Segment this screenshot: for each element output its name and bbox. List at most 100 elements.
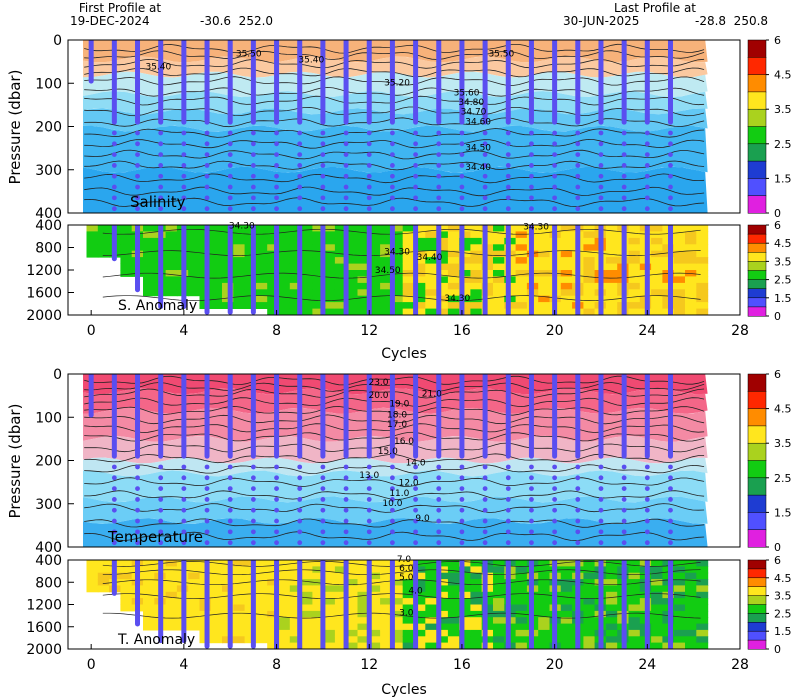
anomaly-cell bbox=[583, 295, 596, 303]
profile-point bbox=[529, 475, 534, 481]
anomaly-cell bbox=[244, 598, 257, 605]
anomaly-cell bbox=[188, 604, 201, 612]
anomaly-cell bbox=[447, 629, 460, 637]
anomaly-cell bbox=[402, 623, 415, 631]
profile-point bbox=[482, 497, 488, 502]
anomaly-cell bbox=[470, 636, 483, 644]
anomaly-cell bbox=[391, 560, 404, 567]
anomaly-cell bbox=[267, 591, 280, 599]
anomaly-cell bbox=[86, 244, 99, 252]
colorbar-swatch bbox=[747, 373, 767, 392]
anomaly-cell bbox=[628, 566, 641, 574]
anomaly-cell bbox=[165, 617, 178, 625]
anomaly-cell bbox=[312, 225, 325, 232]
anomaly-cell bbox=[560, 610, 573, 618]
anomaly-cell bbox=[391, 276, 404, 284]
anomaly-cell bbox=[391, 237, 404, 245]
anomaly-cell bbox=[380, 308, 392, 315]
anomaly-cell bbox=[143, 566, 155, 574]
anomaly-cell bbox=[380, 244, 392, 252]
profile-point bbox=[204, 507, 210, 513]
anomaly-cell bbox=[425, 579, 438, 586]
anomaly-cell bbox=[143, 598, 155, 605]
profile-point bbox=[204, 141, 210, 147]
colorbar-swatch bbox=[747, 224, 767, 235]
anomaly-cell bbox=[312, 263, 325, 271]
contour-label: 6.0 bbox=[399, 564, 414, 574]
anomaly-cell bbox=[380, 610, 392, 618]
profile-point bbox=[505, 184, 511, 190]
anomaly-cell bbox=[289, 250, 302, 258]
anomaly-cell bbox=[628, 560, 641, 567]
anomaly-cell bbox=[583, 282, 596, 290]
anomaly-cell bbox=[267, 308, 280, 315]
profile-point bbox=[552, 540, 558, 546]
profile-point bbox=[505, 173, 511, 179]
anomaly-cell bbox=[402, 295, 415, 303]
colorbar-swatch bbox=[747, 143, 767, 162]
anomaly-cell bbox=[470, 572, 483, 580]
anomaly-cell bbox=[233, 585, 246, 593]
anomaly-cell bbox=[605, 289, 618, 297]
anomaly-cell bbox=[436, 610, 449, 618]
anomaly-cell bbox=[323, 623, 336, 631]
profile-point bbox=[482, 152, 488, 158]
profile-point bbox=[598, 529, 604, 535]
anomaly-cell bbox=[165, 270, 178, 277]
anomaly-cell bbox=[278, 610, 291, 618]
anomaly-cell bbox=[481, 610, 494, 618]
anomaly-cell bbox=[696, 282, 709, 290]
anomaly-cell bbox=[244, 617, 257, 625]
profile-point bbox=[505, 529, 511, 535]
anomaly-cell bbox=[425, 636, 438, 644]
anomaly-cell bbox=[278, 225, 291, 232]
colorbar-swatch bbox=[747, 270, 767, 281]
anomaly-cell bbox=[368, 289, 381, 297]
anomaly-cell bbox=[425, 572, 438, 580]
anomaly-cell bbox=[86, 585, 99, 593]
anomaly-cell bbox=[651, 237, 663, 245]
anomaly-cell bbox=[560, 579, 573, 586]
profile-point bbox=[644, 464, 650, 470]
profile-point bbox=[227, 464, 233, 470]
anomaly-cell bbox=[97, 585, 110, 593]
contour-label: 34.30 bbox=[523, 223, 549, 233]
anomaly-cell bbox=[391, 282, 404, 290]
anomaly-cell bbox=[301, 604, 313, 612]
profile-point bbox=[552, 206, 558, 212]
anomaly-cell bbox=[425, 263, 438, 271]
anomaly-cell bbox=[515, 225, 528, 232]
anomaly-cell bbox=[447, 636, 460, 644]
anomaly-cell bbox=[244, 270, 257, 277]
x-tick-label: 20 bbox=[546, 657, 564, 673]
anomaly-cell bbox=[696, 642, 709, 649]
anomaly-cell bbox=[346, 250, 359, 258]
anomaly-cell bbox=[425, 604, 438, 612]
anomaly-cell bbox=[244, 225, 257, 232]
anomaly-cell bbox=[493, 225, 505, 232]
anomaly-cell bbox=[696, 263, 709, 271]
anomaly-cell bbox=[414, 566, 426, 574]
profile-point bbox=[343, 540, 349, 546]
profile-point bbox=[320, 464, 326, 470]
anomaly-cell bbox=[210, 636, 223, 644]
y-tick-label: 100 bbox=[35, 410, 62, 426]
anomaly-cell bbox=[312, 636, 325, 644]
profile-point bbox=[158, 195, 164, 201]
anomaly-cell bbox=[470, 282, 483, 290]
anomaly-cell bbox=[323, 295, 336, 303]
anomaly-cell bbox=[267, 629, 280, 637]
profile-point bbox=[343, 141, 349, 147]
y-tick-label: 1600 bbox=[26, 286, 62, 302]
colorbar-swatch bbox=[747, 160, 767, 179]
anomaly-cell bbox=[165, 282, 178, 290]
anomaly-cell bbox=[673, 263, 686, 271]
profile-point bbox=[111, 206, 117, 212]
anomaly-cell bbox=[685, 610, 697, 618]
salinity-y-label: Pressure (dbar) bbox=[6, 70, 24, 185]
colorbar-swatch bbox=[747, 178, 767, 197]
anomaly-cell bbox=[334, 289, 347, 297]
profile-point bbox=[204, 497, 210, 502]
anomaly-cell bbox=[357, 623, 370, 631]
colorbar-swatch bbox=[747, 74, 767, 93]
